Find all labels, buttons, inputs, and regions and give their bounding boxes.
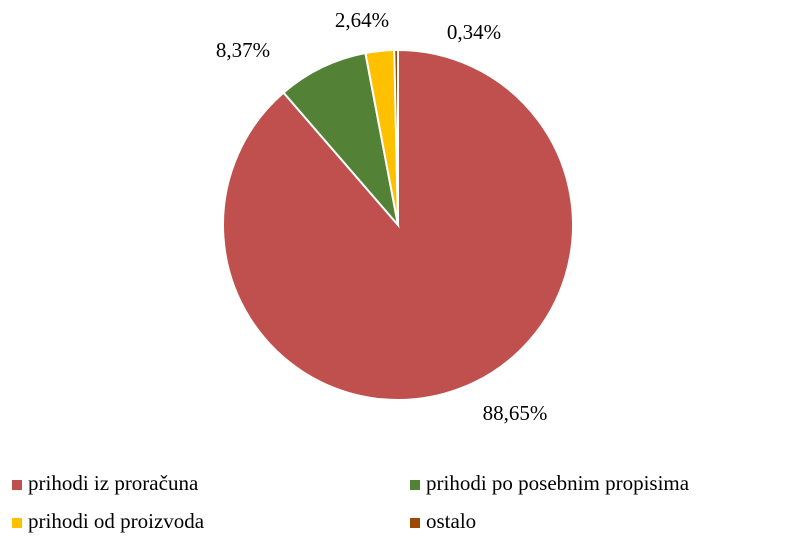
data-label: 8,37% xyxy=(216,38,270,62)
data-label: 88,65% xyxy=(483,401,548,425)
pie-slice xyxy=(393,48,399,226)
legend-swatch xyxy=(12,518,22,528)
legend-label: prihodi po posebnim propisima xyxy=(426,471,690,495)
data-label: 0,34% xyxy=(447,20,501,44)
legend-swatch xyxy=(410,480,420,490)
legend-label: prihodi iz proračuna xyxy=(28,471,199,495)
legend-label: prihodi od proizvoda xyxy=(28,509,205,533)
legend-label: ostalo xyxy=(426,509,476,533)
data-label: 2,64% xyxy=(335,8,389,32)
legend-swatch xyxy=(12,480,22,490)
pie-slice xyxy=(282,51,400,229)
legend-swatch xyxy=(410,518,420,528)
